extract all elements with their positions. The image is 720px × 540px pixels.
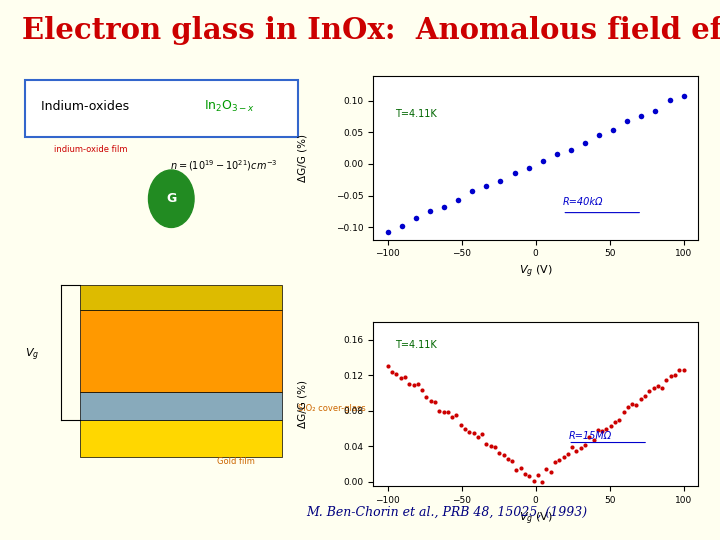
X-axis label: $V_g$ (V): $V_g$ (V) [519,510,552,526]
Text: Gold film: Gold film [217,457,255,466]
Text: R=40kΩ: R=40kΩ [562,197,603,207]
Y-axis label: ΔG/G (%): ΔG/G (%) [298,134,308,181]
Text: Indium-oxides: Indium-oxides [41,100,133,113]
Text: indium-oxide film: indium-oxide film [54,145,127,154]
Bar [80,285,282,309]
Circle shape [148,170,194,227]
Text: $V_g$: $V_g$ [25,347,39,363]
Text: SiO₂ cover-glass: SiO₂ cover-glass [298,403,366,413]
Bar [80,420,282,457]
X-axis label: $V_g$ (V): $V_g$ (V) [519,264,552,280]
Text: G: G [166,192,176,205]
Text: M. Ben-Chorin et al., PRB 48, 15025, (1993): M. Ben-Chorin et al., PRB 48, 15025, (19… [306,505,587,518]
FancyBboxPatch shape [25,80,298,137]
Bar [80,392,282,420]
Text: R=15MΩ: R=15MΩ [568,431,611,441]
Text: T=4.11K: T=4.11K [395,109,437,119]
Text: Electron glass in InOx:  Anomalous field effect: Electron glass in InOx: Anomalous field … [22,16,720,45]
Text: $n=(10^{19}-10^{21})cm^{-3}$: $n=(10^{19}-10^{21})cm^{-3}$ [170,158,277,173]
Text: T=4.11K: T=4.11K [395,340,437,350]
Y-axis label: ΔG/G (%): ΔG/G (%) [298,380,308,428]
Text: In$_2$O$_{3-x}$: In$_2$O$_{3-x}$ [204,99,255,114]
